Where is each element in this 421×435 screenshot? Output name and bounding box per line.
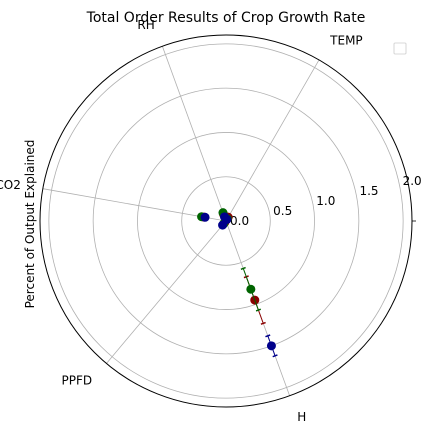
y-axis-label: Percent of Output Explained bbox=[23, 140, 37, 309]
error-cap-low-2-1 bbox=[265, 334, 271, 338]
error-cap-high-0-1 bbox=[260, 321, 266, 325]
r-tick-label-1: 0.5 bbox=[273, 204, 292, 218]
grid-spoke-4 bbox=[162, 46, 227, 222]
data-point-2-3 bbox=[200, 212, 210, 222]
grid-ring-2 bbox=[137, 132, 315, 310]
r-tick-label-4: 2.0 bbox=[403, 174, 421, 188]
category-label-3: CO2 bbox=[0, 178, 21, 192]
error-cap-high-2-1 bbox=[272, 354, 278, 358]
grid-ring-1 bbox=[181, 176, 271, 266]
series-2 bbox=[200, 212, 278, 358]
category-label-2: PPFD bbox=[61, 374, 92, 388]
error-cap-low-1-1 bbox=[240, 266, 246, 271]
data-point-2-4 bbox=[219, 212, 229, 222]
error-cap-high-1-1 bbox=[255, 308, 262, 312]
data-point-2-1 bbox=[266, 341, 276, 351]
radial-tick-labels: 0.0 0.5 1.0 1.5 2.0 bbox=[230, 174, 421, 228]
chart-title: Total Order Results of Crop Growth Rate bbox=[86, 10, 366, 26]
grid-spoke-0 bbox=[225, 59, 320, 222]
category-label-0: TEMP bbox=[329, 34, 363, 48]
r-tick-label-3: 1.5 bbox=[359, 184, 378, 198]
legend-box bbox=[393, 42, 407, 55]
r-tick-label-0: 0.0 bbox=[230, 214, 249, 228]
category-label-4: RH bbox=[137, 18, 154, 32]
r-tick-label-2: 1.0 bbox=[316, 194, 335, 208]
data-point-1-1 bbox=[246, 284, 256, 294]
data-series bbox=[197, 208, 278, 358]
grid-ring-4 bbox=[48, 43, 404, 399]
grid-spoke-3 bbox=[42, 188, 227, 222]
angular-labels: TEMP H PPFD CO2 RH bbox=[0, 18, 363, 424]
polar-grid bbox=[39, 34, 416, 408]
grid-spoke-2 bbox=[106, 220, 227, 364]
grid-ring-3 bbox=[92, 87, 360, 355]
category-label-1: H bbox=[297, 410, 306, 424]
data-point-2-2 bbox=[218, 220, 228, 230]
